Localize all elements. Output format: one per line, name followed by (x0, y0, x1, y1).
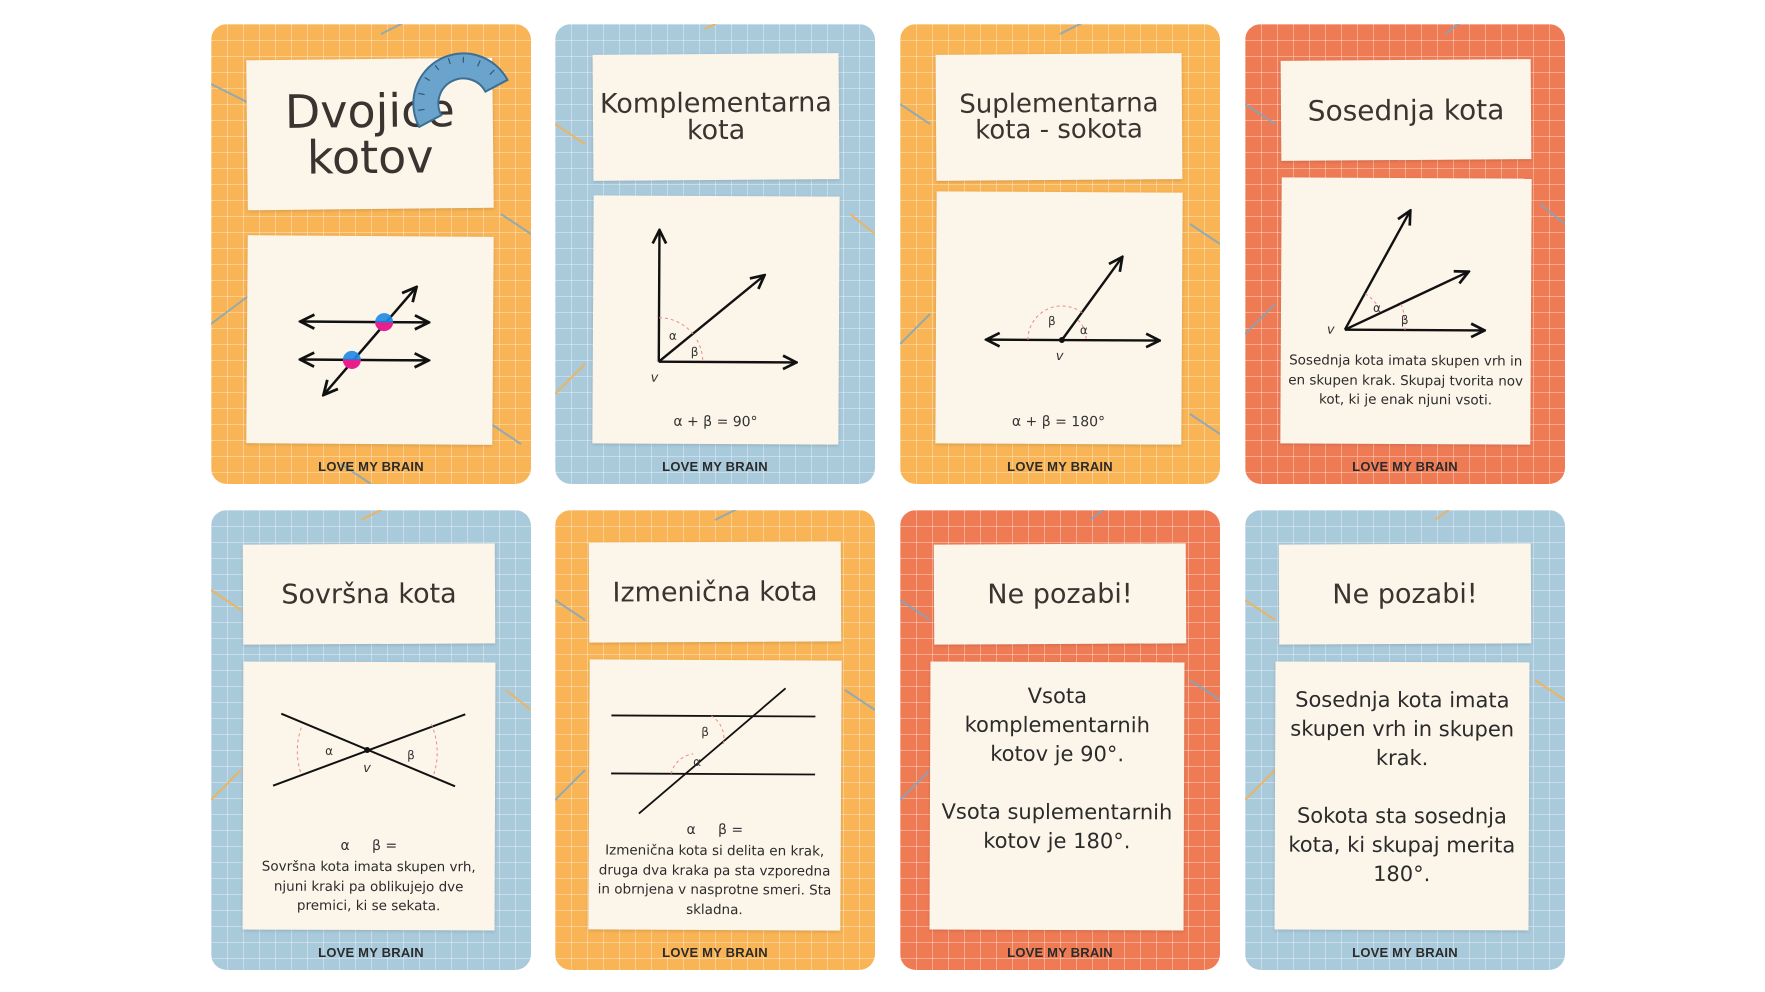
label-beta: β (407, 748, 415, 762)
reminder-line: Vsota suplementarnih (941, 799, 1173, 825)
description: Izmenična kota si delita en krak, druga … (592, 841, 836, 921)
card-title-box: Ne pozabi! (933, 543, 1187, 645)
card-title-line1: Komplementarna (599, 87, 832, 120)
card-title: Ne pozabi! (1332, 578, 1478, 610)
description-line: in obrnjena v nasprotne smeri. Sta (597, 881, 832, 899)
supplementary-angle-diagram: β α v (935, 191, 1182, 364)
diagram-box: α β v Sosednja kota imata skupen vrh in … (1280, 177, 1532, 445)
vertical-angle-diagram: α β v (272, 712, 466, 788)
card-title: Ne pozabi! (987, 578, 1133, 610)
decorative-lines (211, 510, 531, 801)
brand-footer: LOVE MY BRAIN (1352, 459, 1458, 474)
card-title: Sovršna kota (281, 578, 457, 610)
description-line: Sovršna kota imata skupen vrh, (261, 858, 476, 876)
card-suplementarna[interactable]: Suplementarna kota - sokota β α v α + β … (900, 24, 1220, 484)
card-title: Sosednja kota (1307, 92, 1505, 128)
description-line: Izmenična kota si delita en krak, (605, 842, 825, 860)
label-alpha: α (669, 329, 677, 343)
card-title-line2: kota (686, 114, 746, 147)
brand-footer: LOVE MY BRAIN (318, 459, 424, 474)
diagram-box (246, 235, 494, 445)
reminder-line: Sosednja kota imata (1295, 687, 1510, 713)
formula: α + β = 180° (1011, 413, 1106, 431)
label-alpha: α (1080, 323, 1088, 337)
formula: α β = (686, 821, 744, 839)
decorative-lines (1245, 24, 1565, 335)
card-title-line2: kotov (306, 129, 434, 185)
adjacent-angle-diagram: α β v (1327, 177, 1531, 444)
alternate-angle-diagram: β α (611, 687, 816, 815)
card-title-box: Sosednja kota (1280, 59, 1532, 161)
description: Sovršna kota imata skupen vrh, njuni kra… (249, 858, 489, 918)
card-ne-pozabi-1[interactable]: Ne pozabi! Vsota komplementarnih kotov j… (900, 510, 1220, 970)
description-line: Sosednja kota imata skupen vrh in (1289, 352, 1523, 370)
brand-footer: LOVE MY BRAIN (662, 945, 768, 960)
label-beta: β (1048, 314, 1056, 328)
label-alpha: α (1373, 301, 1381, 315)
brand-footer: LOVE MY BRAIN (1007, 459, 1113, 474)
description-line: en skupen krak. Skupaj tvorita nov (1288, 371, 1524, 390)
card-title-line2: kota - sokota (975, 114, 1144, 146)
complementary-angle-diagram: α β v (651, 195, 839, 386)
description-line: premici, ki se sekata. (296, 897, 441, 915)
card-sovrsna[interactable]: Sovršna kota α β v α β = Sovršna kota im… (211, 510, 531, 970)
label-vertex: v (651, 371, 659, 386)
description: Sosednja kota imata skupen vrh in en sku… (1286, 351, 1524, 411)
reminder-line: krak. (1375, 745, 1429, 771)
label-beta: β (691, 345, 699, 359)
card-title-box: Suplementarna kota - sokota (935, 53, 1183, 181)
reminder-line: kotov je 180°. (983, 828, 1131, 854)
protractor-icon (412, 52, 509, 129)
card-komplementarna[interactable]: Komplementarna kota α β v α + β = 90° LO… (555, 24, 875, 484)
card-dvojice-kotov[interactable]: Dvojice kotov LOVE MY BRAIN (211, 24, 531, 484)
label-vertex: v (363, 761, 371, 776)
decorative-lines (900, 24, 1220, 435)
reminder-line: skupen vrh in skupen (1290, 716, 1515, 742)
parallel-lines-diagram (246, 235, 493, 445)
decorative-lines (1245, 510, 1565, 801)
label-alpha: α (325, 744, 333, 758)
reminder-line: 180°. (1373, 861, 1431, 886)
reminder-line: Vsota (1027, 683, 1088, 709)
card-title: Izmenična kota (612, 575, 818, 609)
reminder-line: Sokota sta sosednja (1296, 803, 1507, 829)
decorative-lines (555, 24, 875, 395)
reminder-box: Vsota komplementarnih kotov je 90°. Vsot… (929, 661, 1185, 931)
card-title-box: Komplementarna kota (592, 53, 840, 181)
formula: α + β = 90° (673, 413, 758, 431)
reminder-text: Sosednja kota imata skupen vrh in skupen… (1279, 686, 1526, 890)
decorative-lines (555, 510, 875, 801)
description-line: skladna. (686, 901, 743, 918)
card-title-box: Sovršna kota (242, 543, 496, 645)
diagram-box: β α α β = Izmenična kota si delita en kr… (588, 659, 842, 931)
reminder-line: komplementarnih (964, 712, 1150, 738)
diagram-box: α β v α β = Sovršna kota imata skupen vr… (242, 661, 496, 931)
brand-footer: LOVE MY BRAIN (1352, 945, 1458, 960)
reminder-line: kotov je 90°. (990, 741, 1125, 767)
reminder-box: Sosednja kota imata skupen vrh in skupen… (1274, 661, 1530, 931)
decorative-lines (211, 24, 531, 484)
label-vertex: v (1056, 349, 1064, 364)
brand-footer: LOVE MY BRAIN (318, 945, 424, 960)
card-izmenicna[interactable]: Izmenična kota β α α β = Izmenična kota … (555, 510, 875, 970)
label-beta: β (1401, 313, 1409, 327)
diagram-box: α β v α + β = 90° (592, 195, 840, 445)
card-title-box: Ne pozabi! (1278, 543, 1532, 645)
formula: α β = (340, 837, 398, 855)
brand-footer: LOVE MY BRAIN (662, 459, 768, 474)
description-line: njuni kraki pa oblikujejo dve (273, 878, 464, 895)
label-beta: β (701, 725, 709, 739)
label-alpha: α (693, 755, 701, 769)
description-line: kot, ki je enak njuni vsoti. (1318, 391, 1493, 409)
decorative-lines (900, 510, 1220, 801)
reminder-text: Vsota komplementarnih kotov je 90°. Vsot… (934, 682, 1181, 857)
description-line: druga dva kraka pa sta vzporedna (598, 861, 831, 880)
card-sosednja[interactable]: Sosednja kota α β v Sosednja kota imata … (1245, 24, 1565, 484)
card-title-box: Izmenična kota (588, 541, 842, 643)
reminder-line: kota, ki skupaj merita (1288, 832, 1516, 858)
brand-footer: LOVE MY BRAIN (1007, 945, 1113, 960)
diagram-box: β α v α + β = 180° (935, 191, 1183, 445)
card-ne-pozabi-2[interactable]: Ne pozabi! Sosednja kota imata skupen vr… (1245, 510, 1565, 970)
label-vertex: v (1327, 323, 1335, 338)
